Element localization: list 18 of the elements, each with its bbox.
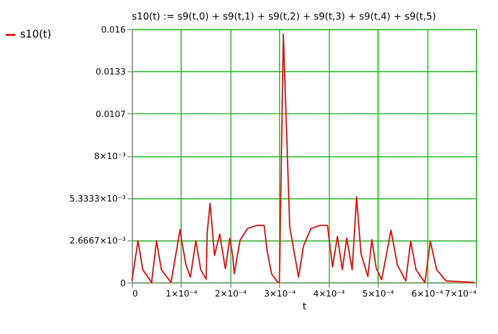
legend-label: s10(t): [20, 28, 52, 41]
x-tick-label: 4×10⁻⁴: [313, 289, 346, 300]
chart-title: s10(t) := s9(t,0) + s9(t,1) + s9(t,2) + s9(t,3) + s9(t,4) + s9(t,5): [132, 12, 436, 23]
x-tick-label: 3×10⁻⁴: [264, 289, 296, 300]
x-tick-label: 5×10⁻⁴: [362, 289, 395, 300]
x-axis-title: t: [302, 302, 307, 313]
x-tick-label: 7×10⁻⁴: [444, 289, 478, 300]
y-tick-label: 8×10⁻³: [94, 152, 126, 162]
y-tick-label: 0: [120, 278, 126, 289]
y-tick-label: 5.3333×10⁻³: [70, 194, 126, 204]
y-tick-label: 0.016: [101, 25, 126, 36]
x-tick-label: 2×10⁻⁴: [214, 289, 248, 300]
y-tick-label: 0.0133: [96, 68, 126, 78]
x-tick-label: 0: [132, 289, 138, 300]
y-tick-label: 0.0107: [96, 110, 126, 120]
x-tick-label: 6×10⁻⁴: [412, 289, 444, 300]
x-tick-label: 1×10⁻⁴: [166, 289, 198, 300]
y-tick-label: 2.6667×10⁻³: [70, 236, 126, 247]
